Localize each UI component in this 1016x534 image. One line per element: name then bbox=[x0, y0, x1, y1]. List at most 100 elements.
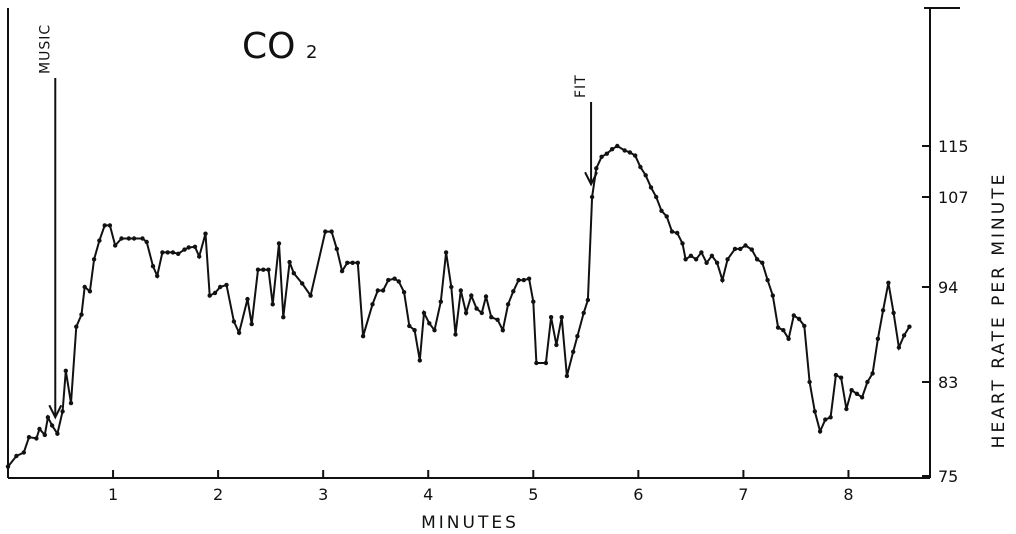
data-point bbox=[732, 246, 738, 252]
data-point bbox=[458, 288, 463, 293]
data-point bbox=[74, 324, 79, 329]
data-point bbox=[775, 325, 781, 330]
data-point bbox=[345, 260, 350, 265]
data-point bbox=[34, 436, 39, 441]
data-point bbox=[669, 229, 675, 234]
data-point bbox=[891, 310, 896, 316]
data-point bbox=[575, 334, 580, 339]
data-point bbox=[604, 151, 609, 156]
data-point bbox=[443, 250, 449, 255]
data-point bbox=[709, 253, 715, 258]
data-point bbox=[334, 246, 339, 252]
y-tick-label: 115 bbox=[938, 137, 969, 156]
data-point bbox=[401, 290, 407, 295]
data-point bbox=[817, 429, 823, 434]
data-point bbox=[865, 379, 870, 385]
data-point bbox=[281, 315, 286, 320]
data-point bbox=[543, 360, 549, 366]
data-point bbox=[599, 154, 604, 159]
data-point bbox=[255, 267, 261, 272]
data-point bbox=[392, 276, 397, 281]
data-point bbox=[396, 279, 401, 284]
data-point bbox=[203, 231, 208, 236]
data-point bbox=[350, 260, 355, 265]
x-tick-label: 6 bbox=[633, 485, 643, 504]
data-point bbox=[838, 375, 844, 380]
data-point bbox=[859, 395, 865, 400]
data-point bbox=[474, 306, 479, 311]
data-point bbox=[131, 236, 137, 241]
data-point bbox=[26, 435, 32, 440]
data-point bbox=[432, 328, 437, 333]
data-point bbox=[511, 289, 516, 294]
x-tick-label: 3 bbox=[318, 485, 328, 504]
data-point bbox=[231, 319, 237, 324]
data-point bbox=[197, 254, 202, 259]
data-point bbox=[218, 284, 223, 290]
data-point bbox=[516, 277, 521, 283]
data-point bbox=[823, 417, 828, 422]
series-line bbox=[7, 144, 911, 468]
data-point bbox=[594, 166, 599, 171]
data-point bbox=[144, 239, 149, 245]
data-point bbox=[224, 282, 229, 288]
data-point bbox=[14, 453, 19, 459]
data-point bbox=[329, 229, 334, 234]
data-point bbox=[554, 342, 559, 348]
data-point bbox=[207, 293, 212, 298]
data-point bbox=[683, 257, 688, 262]
data-point bbox=[901, 333, 907, 338]
data-point bbox=[360, 334, 366, 339]
data-point bbox=[87, 289, 93, 294]
data-point bbox=[720, 277, 725, 283]
data-point bbox=[469, 293, 474, 298]
data-point bbox=[786, 336, 791, 341]
y-tick-label: 83 bbox=[938, 373, 958, 392]
data-point bbox=[495, 317, 500, 322]
data-point bbox=[664, 214, 669, 219]
data-point bbox=[42, 432, 47, 438]
data-point bbox=[854, 391, 860, 396]
data-point bbox=[176, 251, 181, 256]
data-point bbox=[212, 290, 218, 296]
data-point bbox=[738, 246, 743, 252]
data-point bbox=[182, 247, 187, 252]
data-point bbox=[386, 277, 391, 283]
data-point bbox=[880, 308, 886, 313]
chart-title: CO bbox=[242, 26, 295, 67]
data-point bbox=[449, 284, 454, 290]
annotations-group: MUSIC FIT bbox=[37, 24, 598, 420]
data-point bbox=[276, 241, 282, 246]
data-point bbox=[589, 194, 595, 200]
data-point bbox=[91, 257, 97, 262]
data-point bbox=[534, 360, 539, 366]
annotation-arrowhead bbox=[48, 404, 63, 420]
data-point bbox=[140, 236, 145, 241]
data-point bbox=[654, 194, 659, 200]
data-point bbox=[126, 236, 131, 241]
data-point bbox=[291, 271, 296, 276]
data-point bbox=[55, 431, 60, 436]
data-point bbox=[412, 328, 417, 333]
data-point bbox=[559, 315, 564, 320]
data-point bbox=[463, 310, 469, 316]
data-point bbox=[564, 373, 570, 379]
data-point bbox=[828, 415, 833, 420]
data-point bbox=[693, 257, 699, 262]
x-tick-label: 7 bbox=[738, 485, 748, 504]
data-point bbox=[699, 250, 704, 255]
data-point bbox=[375, 288, 380, 293]
data-point bbox=[725, 257, 730, 262]
data-point bbox=[5, 464, 11, 469]
data-point bbox=[186, 245, 191, 250]
data-point bbox=[526, 276, 532, 281]
data-point bbox=[355, 260, 360, 265]
data-point bbox=[421, 310, 427, 316]
data-point bbox=[849, 388, 854, 393]
data-point bbox=[833, 372, 839, 378]
data-point bbox=[339, 268, 345, 274]
data-point bbox=[155, 273, 160, 279]
data-point bbox=[453, 332, 458, 337]
data-point bbox=[370, 302, 375, 307]
